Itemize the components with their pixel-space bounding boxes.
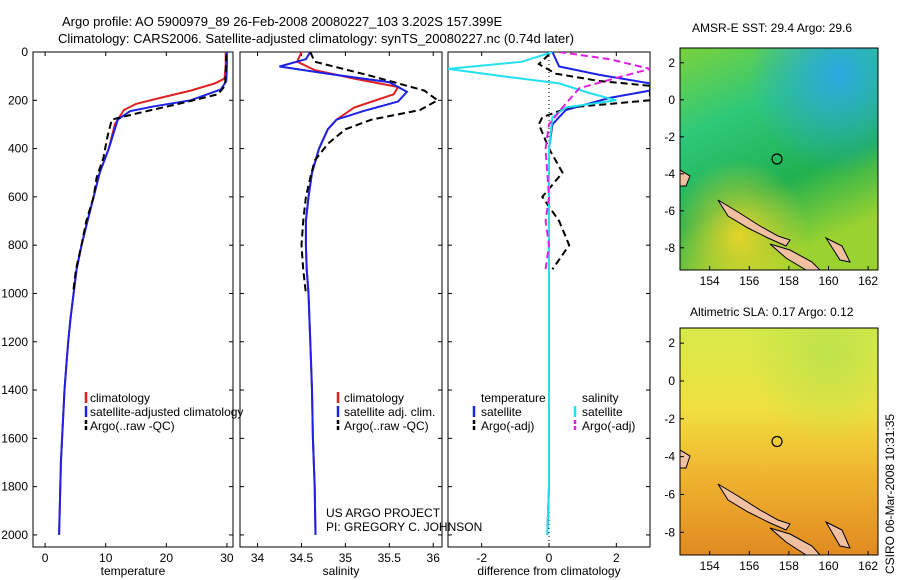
x-tick-label: 30 (220, 551, 234, 565)
sst-map-title: AMSR-E SST: 29.4 Argo: 29.6 (692, 21, 852, 35)
y-tick-label: -6 (664, 487, 675, 501)
sla-map-axes: 154 156 158 160 162 -8 -6 -4 -2 0 2 (664, 327, 879, 573)
y-tick-label: 800 (8, 238, 28, 252)
x-tick-label: 160 (818, 274, 838, 288)
y-tick-label: 1400 (1, 383, 28, 397)
sla-map: Altimetric SLA: 0.17 Argo: 0.12 154 156 15… (664, 305, 879, 573)
plot-frame (32, 51, 234, 548)
y-tick-label: -2 (664, 412, 675, 426)
legend-group-title: salinity (582, 391, 619, 405)
legend-label: satellite (481, 405, 522, 419)
y-tick-label: -8 (664, 525, 675, 539)
salinity-legend: climatology satellite adj. clim. Argo(..… (336, 391, 435, 433)
x-tick-label: 156 (739, 274, 759, 288)
y-tick-label: 400 (8, 142, 28, 156)
y-tick-label: 1600 (1, 431, 28, 445)
island-shape (717, 199, 791, 247)
x-tick-label: 0 (546, 551, 553, 565)
sla-field-upper (680, 328, 878, 555)
y-tick-label: 200 (8, 93, 28, 107)
series-line (448, 52, 617, 535)
y-tick-label: 1800 (1, 480, 28, 494)
map-frame (679, 47, 879, 271)
y-tick-label: 1200 (1, 335, 28, 349)
map-frame (679, 327, 879, 556)
y-tick-label: 2 (668, 336, 675, 350)
legend-label: Argo(-adj) (582, 419, 635, 433)
header-line-2: Climatology: CARS2006. Satellite-adjuste… (58, 31, 574, 46)
y-tick-label: -6 (664, 204, 675, 218)
x-tick-label: 2 (613, 551, 620, 565)
legend-label: Argo(..raw -QC) (90, 419, 175, 433)
salinity-panel: 34 34.5 35 35.5 36 salinity (239, 51, 443, 578)
x-axis-label: temperature (101, 564, 166, 578)
legend-label: satellite-adjusted climatology (90, 405, 243, 419)
series-line (72, 54, 228, 294)
header-line-1: Argo profile: AO 5900979_89 26-Feb-2008 … (62, 14, 503, 29)
float-position-marker (771, 153, 783, 165)
y-tick-label: -2 (664, 130, 675, 144)
series-line (300, 52, 440, 294)
y-tick-label: -8 (664, 241, 675, 255)
sla-map-title: Altimetric SLA: 0.17 Argo: 0.12 (690, 305, 854, 319)
y-tick-label: -4 (664, 450, 675, 464)
y-tick-label: 0 (21, 45, 28, 59)
legend-label: climatology (90, 391, 150, 405)
island-shape (824, 520, 851, 549)
y-tick-label: 0 (668, 93, 675, 107)
legend-label: satellite (582, 405, 623, 419)
legend-group-title: temperature (481, 391, 546, 405)
x-tick-label: 36 (427, 551, 441, 565)
x-tick-label: 10 (99, 551, 113, 565)
temperature-legend: climatology satellite-adjusted climatolo… (84, 391, 243, 433)
x-tick-label: 35 (339, 551, 353, 565)
x-tick-label: 34.5 (290, 551, 314, 565)
temperature-panel: 0 10 20 30 temperature 0 200 400 600 800 1000 1200 1… (1, 45, 234, 578)
side-timestamp: CSIRO 06-Mar-2008 10:31:35 (883, 414, 897, 574)
x-tick-label: -2 (476, 551, 487, 565)
y-tick-label: 0 (668, 374, 675, 388)
legend-label: satellite adj. clim. (344, 405, 435, 419)
x-tick-label: 156 (739, 559, 759, 573)
island-shape (769, 527, 821, 555)
sst-map-axes: 154 156 158 160 162 -8 -6 -4 -2 0 2 (664, 47, 879, 288)
x-tick-label: 0 (42, 551, 49, 565)
y-tick-label: 2000 (1, 528, 28, 542)
island-shape (680, 449, 691, 469)
float-position-marker (771, 435, 783, 448)
island-shape (824, 236, 851, 263)
x-axis-label: difference from climatology (477, 564, 620, 578)
x-tick-label: 162 (858, 274, 878, 288)
island-shape (769, 243, 821, 270)
difference-legend: temperature satellite Argo(-adj) salinit… (472, 391, 635, 433)
island-shape (717, 483, 791, 531)
x-tick-label: 158 (779, 559, 799, 573)
legend-label: climatology (344, 391, 404, 405)
x-tick-label: 160 (818, 559, 838, 573)
plot-frame (239, 51, 443, 548)
x-tick-label: 162 (858, 559, 878, 573)
y-tick-label: 2 (668, 56, 675, 70)
x-tick-label: 154 (700, 274, 720, 288)
series-line (544, 52, 650, 270)
y-tick-label: -4 (664, 167, 675, 181)
x-tick-label: 35.5 (378, 551, 402, 565)
x-tick-label: 154 (700, 559, 720, 573)
credit-pi: PI: GREGORY C. JOHNSON (326, 520, 482, 534)
x-tick-label: 34 (251, 551, 265, 565)
x-axis-label: salinity (323, 564, 360, 578)
x-tick-label: 20 (160, 551, 174, 565)
sst-field-coastal (680, 48, 878, 270)
x-tick-label: 158 (779, 274, 799, 288)
y-tick-label: 1000 (1, 286, 28, 300)
legend-label: Argo(-adj) (481, 419, 534, 433)
credit-project: US ARGO PROJECT (326, 506, 441, 520)
y-tick-label: 600 (8, 190, 28, 204)
sst-map: AMSR-E SST: 29.4 Argo: 29.6 154 156 158 160… (664, 21, 879, 288)
series-line (537, 53, 650, 270)
legend-label: Argo(..raw -QC) (344, 419, 429, 433)
